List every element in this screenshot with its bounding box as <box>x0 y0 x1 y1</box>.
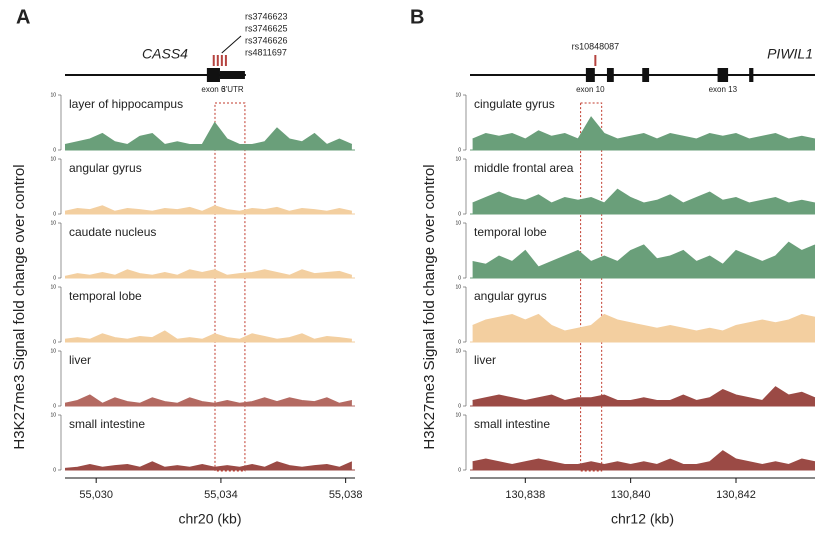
exon <box>642 68 650 82</box>
track-label: caudate nucleus <box>69 225 156 239</box>
panel-label: B <box>410 6 424 28</box>
y-tick-label: 10 <box>50 220 56 226</box>
track-label: small intestine <box>69 417 145 431</box>
panel-label: A <box>16 6 30 28</box>
track-line <box>64 330 352 340</box>
y-tick-label: 0 <box>458 147 461 153</box>
track-line <box>64 269 353 277</box>
x-axis-label: chr12 (kb) <box>611 511 674 527</box>
x-tick-label: 130,842 <box>716 489 756 501</box>
track-line <box>472 313 816 332</box>
snp-label: rs4811697 <box>245 47 287 57</box>
x-axis-label: chr20 (kb) <box>178 511 241 527</box>
y-tick-label: 10 <box>455 220 461 226</box>
track-line <box>64 205 353 212</box>
y-tick-label: 10 <box>50 156 56 162</box>
track-fill <box>472 242 815 278</box>
highlight-box <box>580 102 603 472</box>
y-tick-label: 10 <box>455 156 461 162</box>
snp-label: rs3746625 <box>245 23 288 33</box>
highlight-box <box>214 102 246 472</box>
track-label: small intestine <box>474 417 550 431</box>
gene-name: PIWIL1 <box>767 46 813 62</box>
y-tick-label: 0 <box>53 147 56 153</box>
y-axis-label: H3K27me3 Signal fold change over control <box>421 164 438 449</box>
track-label: temporal lobe <box>69 289 142 303</box>
track-label: cingulate gyrus <box>474 97 555 111</box>
y-tick-label: 0 <box>458 467 461 473</box>
track-label: angular gyrus <box>69 161 142 175</box>
track-line <box>472 386 816 402</box>
y-axis-label: H3K27me3 Signal fold change over control <box>11 164 28 449</box>
y-tick-label: 10 <box>50 92 56 98</box>
y-tick-label: 0 <box>458 403 461 409</box>
exon-label: exon 13 <box>709 85 738 94</box>
snp-arrow <box>221 35 242 54</box>
y-tick-label: 0 <box>53 467 56 473</box>
track-line <box>472 450 816 466</box>
track-fill <box>65 122 352 150</box>
exon <box>606 68 614 82</box>
exon-label: exon 10 <box>576 85 605 94</box>
exon <box>749 68 754 82</box>
exon <box>717 68 729 82</box>
y-tick-label: 10 <box>455 284 461 290</box>
y-tick-label: 0 <box>458 211 461 217</box>
track-label: layer of hippocampus <box>69 97 183 111</box>
track-line <box>472 241 816 268</box>
snp-label: rs3746626 <box>245 35 288 45</box>
track-fill <box>472 189 815 214</box>
snp-label: rs3746623 <box>245 11 288 21</box>
track-fill <box>472 450 815 470</box>
y-tick-label: 0 <box>458 275 461 281</box>
exon-label: 3'UTR <box>221 85 244 94</box>
x-tick-label: 130,840 <box>611 489 651 501</box>
y-tick-label: 0 <box>53 403 56 409</box>
x-tick-label: 55,030 <box>79 489 113 501</box>
track-fill <box>472 314 815 342</box>
track-line <box>64 394 353 404</box>
track-label: middle frontal area <box>474 161 574 175</box>
x-tick-label: 130,838 <box>505 489 545 501</box>
track-fill <box>65 269 352 278</box>
y-tick-label: 0 <box>458 339 461 345</box>
exon <box>206 68 220 82</box>
track-label: angular gyrus <box>474 289 547 303</box>
y-tick-label: 10 <box>50 348 56 354</box>
x-tick-label: 55,034 <box>204 489 238 501</box>
y-tick-label: 0 <box>53 211 56 217</box>
track-fill <box>472 386 815 406</box>
y-tick-label: 0 <box>53 275 56 281</box>
exon <box>585 68 595 82</box>
y-tick-label: 10 <box>455 412 461 418</box>
y-tick-label: 10 <box>455 348 461 354</box>
y-tick-label: 10 <box>50 284 56 290</box>
track-label: temporal lobe <box>474 225 547 239</box>
track-line <box>64 121 353 146</box>
track-line <box>64 461 353 469</box>
snp-label: rs10848087 <box>572 41 620 51</box>
exon-label: exon 6 <box>201 85 226 94</box>
track-label: liver <box>474 353 496 367</box>
gene-name: CASS4 <box>142 46 188 62</box>
y-tick-label: 10 <box>50 412 56 418</box>
track-label: liver <box>69 353 91 367</box>
y-tick-label: 10 <box>455 92 461 98</box>
track-fill <box>65 205 352 214</box>
exon <box>219 71 245 79</box>
track-line <box>472 188 816 204</box>
track-line <box>472 116 816 140</box>
x-tick-label: 55,038 <box>329 489 363 501</box>
y-tick-label: 0 <box>53 339 56 345</box>
